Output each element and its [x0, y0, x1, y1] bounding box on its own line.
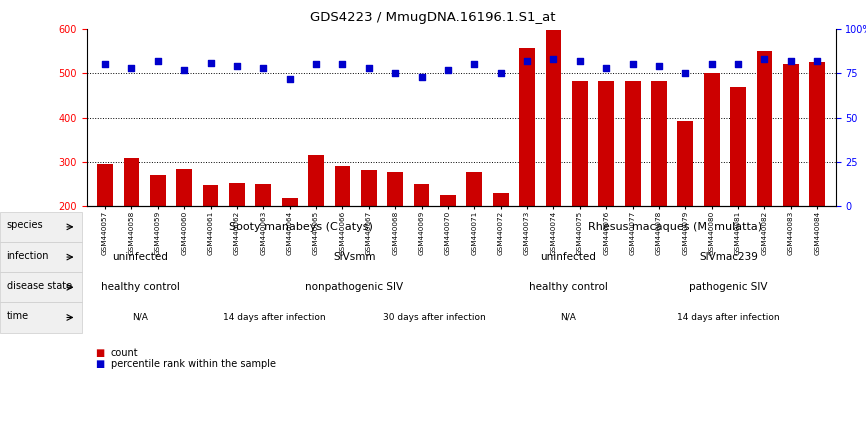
Text: GDS4223 / MmugDNA.16196.1.S1_at: GDS4223 / MmugDNA.16196.1.S1_at — [310, 11, 556, 24]
Point — [652, 63, 666, 70]
Text: ■: ■ — [95, 349, 105, 358]
Bar — [203, 185, 218, 206]
Point — [178, 66, 191, 73]
Text: nonpathogenic SIV: nonpathogenic SIV — [305, 282, 404, 292]
Bar — [177, 169, 192, 206]
Bar — [467, 172, 482, 206]
Bar — [387, 172, 403, 206]
Text: uninfected: uninfected — [540, 252, 596, 262]
Point — [520, 57, 534, 64]
Text: species: species — [7, 220, 43, 230]
Bar — [677, 121, 694, 206]
Point — [98, 61, 112, 68]
Point — [362, 64, 376, 71]
Point — [441, 66, 455, 73]
Point — [151, 57, 165, 64]
Bar — [810, 62, 825, 206]
Point — [546, 56, 560, 63]
Point — [415, 73, 429, 80]
Point — [468, 61, 481, 68]
Bar — [730, 87, 746, 206]
Bar — [520, 48, 535, 206]
Text: SIVmac239: SIVmac239 — [699, 252, 758, 262]
Point — [599, 64, 613, 71]
Point — [758, 56, 772, 63]
Point — [125, 64, 139, 71]
Bar — [440, 195, 456, 206]
Bar — [334, 166, 351, 206]
Point — [784, 57, 798, 64]
Text: ■: ■ — [95, 359, 105, 369]
Point — [678, 70, 692, 77]
Point — [494, 70, 507, 77]
Bar — [598, 81, 614, 206]
Bar — [651, 81, 667, 206]
Point — [705, 61, 719, 68]
Text: time: time — [7, 311, 29, 321]
Bar — [255, 184, 271, 206]
Text: infection: infection — [7, 250, 49, 261]
Bar — [361, 170, 377, 206]
Point — [230, 63, 244, 70]
Text: Sooty manabeys (C. atys): Sooty manabeys (C. atys) — [229, 222, 372, 232]
Text: healthy control: healthy control — [100, 282, 179, 292]
Text: 14 days after infection: 14 days after infection — [677, 313, 780, 322]
Bar — [624, 81, 641, 206]
Bar — [124, 158, 139, 206]
Bar — [757, 51, 772, 206]
Point — [388, 70, 402, 77]
Text: count: count — [111, 349, 139, 358]
Point — [335, 61, 349, 68]
Text: SIVsmm: SIVsmm — [333, 252, 375, 262]
Text: pathogenic SIV: pathogenic SIV — [689, 282, 768, 292]
Point — [204, 59, 217, 66]
Point — [811, 57, 824, 64]
Point — [731, 61, 745, 68]
Text: disease state: disease state — [7, 281, 72, 291]
Point — [625, 61, 639, 68]
Bar — [308, 155, 324, 206]
Point — [573, 57, 587, 64]
Text: uninfected: uninfected — [113, 252, 168, 262]
Text: N/A: N/A — [132, 313, 148, 322]
Bar — [572, 81, 588, 206]
Point — [283, 75, 297, 82]
Bar — [150, 175, 165, 206]
Bar — [414, 184, 430, 206]
Text: percentile rank within the sample: percentile rank within the sample — [111, 359, 276, 369]
Bar — [493, 193, 508, 206]
Text: N/A: N/A — [560, 313, 576, 322]
Text: 30 days after infection: 30 days after infection — [383, 313, 486, 322]
Bar — [229, 183, 245, 206]
Point — [256, 64, 270, 71]
Text: 14 days after infection: 14 days after infection — [223, 313, 326, 322]
Bar — [704, 73, 720, 206]
Bar — [783, 64, 798, 206]
Text: healthy control: healthy control — [529, 282, 608, 292]
Point — [309, 61, 323, 68]
Text: Rhesus macaques (M. mulatta): Rhesus macaques (M. mulatta) — [588, 222, 762, 232]
Bar — [281, 198, 298, 206]
Bar — [546, 30, 561, 206]
Bar — [97, 164, 113, 206]
